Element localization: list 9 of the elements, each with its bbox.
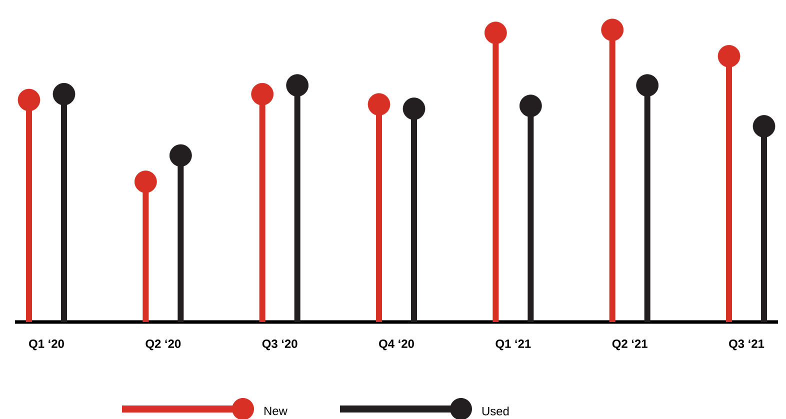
x-tick-label: Q3 ‘21 — [729, 340, 764, 350]
x-tick-label: Q3 ‘20 — [262, 340, 298, 350]
x-tick-label: Q2 ‘20 — [146, 340, 181, 350]
x-tick-label: Q2 ‘21 — [612, 340, 648, 350]
legend-label: Used — [482, 406, 509, 416]
legend-label: New — [264, 406, 288, 416]
x-tick-label: Q1 ‘20 — [29, 340, 64, 350]
x-tick-label: Q4 ‘20 — [379, 340, 414, 350]
x-tick-label: Q1 ‘21 — [496, 340, 531, 350]
